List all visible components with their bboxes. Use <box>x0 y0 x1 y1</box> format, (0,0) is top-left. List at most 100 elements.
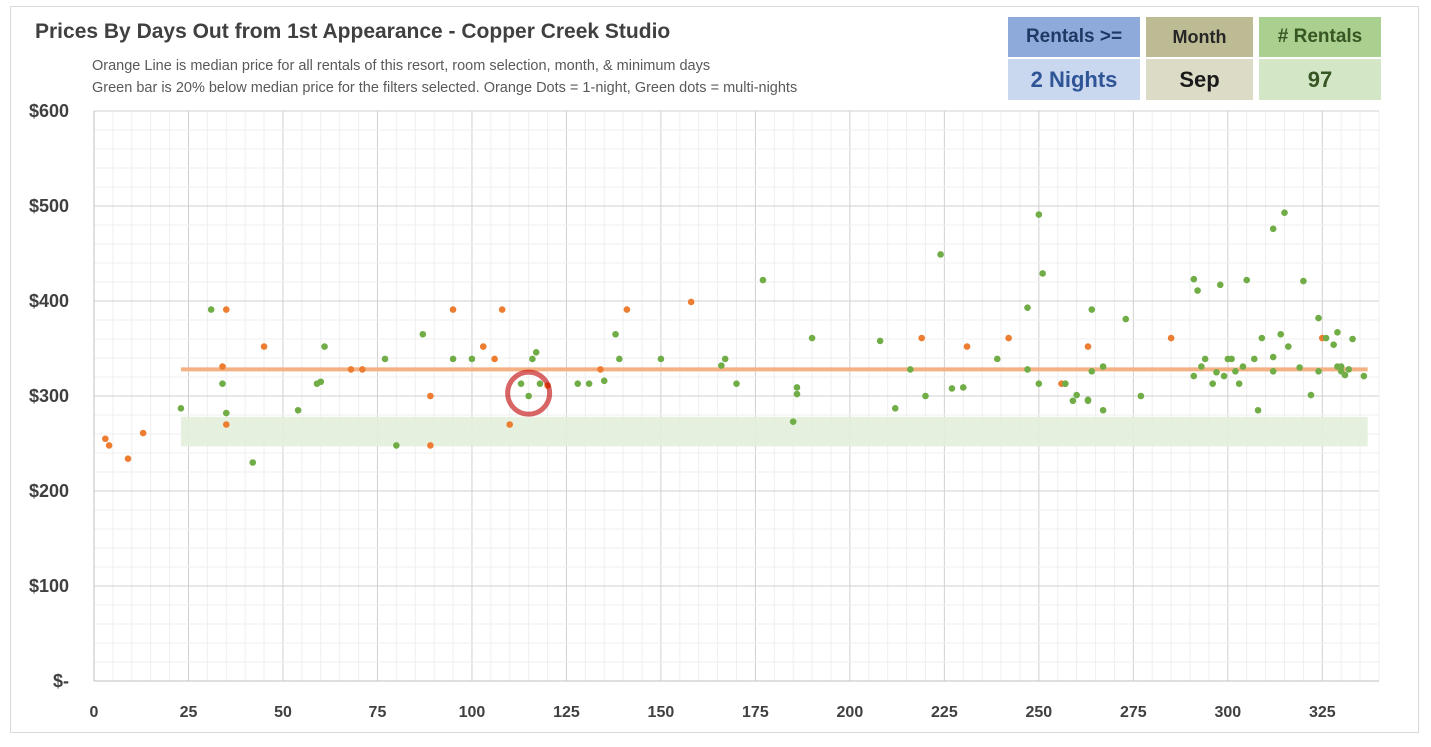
multi-night-point <box>1341 371 1349 379</box>
multi-night-point <box>1137 392 1145 400</box>
multi-night-point <box>1099 363 1107 370</box>
multi-night-point <box>808 334 816 342</box>
multi-night-point <box>1035 380 1043 387</box>
x-tick-label: 0 <box>90 704 99 721</box>
multi-night-point <box>222 409 230 417</box>
axes: $- $100 $200 $300 $400 $500 $600 0 25 50 75 100 125 1… <box>29 101 1379 721</box>
multi-night-point <box>993 355 1001 363</box>
multi-night-point <box>1035 211 1043 218</box>
month-filter-label: Month <box>1146 17 1253 57</box>
green-band <box>180 416 1368 447</box>
y-tick-label: $300 <box>29 386 69 406</box>
one-night-point <box>102 435 109 443</box>
multi-night-point <box>1213 368 1220 376</box>
x-tick-label: 250 <box>1026 704 1053 721</box>
one-night-point <box>427 442 434 449</box>
multi-night-point <box>1258 334 1266 342</box>
multi-night-point <box>1269 353 1277 361</box>
chart-title: Prices By Days Out from 1st Appearance -… <box>35 20 671 43</box>
rentals-filter-label: Rentals >= <box>1008 17 1140 57</box>
multi-night-point <box>1269 225 1277 233</box>
multi-night-point <box>381 355 389 363</box>
x-tick-label: 225 <box>931 704 958 721</box>
one-night-point <box>347 366 355 373</box>
multi-night-point <box>1307 391 1315 399</box>
month-filter-value[interactable]: Sep <box>1146 59 1253 100</box>
multi-night-point <box>249 459 257 466</box>
x-tick-label: 50 <box>274 704 292 721</box>
multi-night-point <box>393 442 400 449</box>
multi-night-point <box>1024 366 1031 373</box>
chart-subtitle-line-2: Green bar is 20% below median price for … <box>92 80 798 96</box>
multi-night-point <box>793 390 801 398</box>
multi-night-point <box>1315 314 1322 322</box>
x-tick-label: 125 <box>553 704 580 721</box>
multi-night-point <box>1088 306 1096 313</box>
data-points <box>102 209 1368 466</box>
multi-night-point <box>1337 363 1345 370</box>
multi-night-point <box>793 384 801 391</box>
multi-night-point <box>536 380 544 387</box>
multi-night-point <box>1062 380 1069 387</box>
multi-night-point <box>718 362 725 369</box>
multi-night-point <box>759 276 767 284</box>
multi-night-point <box>1254 406 1262 414</box>
x-tick-label: 275 <box>1120 704 1147 721</box>
one-night-point <box>427 392 434 400</box>
one-night-point <box>260 343 268 350</box>
y-tick-label: $200 <box>29 481 69 501</box>
multi-night-point <box>1190 372 1198 380</box>
multi-night-point <box>1216 281 1224 289</box>
multi-night-point <box>532 349 540 356</box>
one-night-point <box>687 298 695 306</box>
one-night-point <box>105 442 113 449</box>
chart-subtitle-line-1: Orange Line is median price for all rent… <box>92 58 711 74</box>
multi-night-point <box>612 330 619 338</box>
one-night-point <box>219 363 226 370</box>
multi-night-point <box>1315 368 1322 375</box>
x-tick-label: 200 <box>837 704 864 721</box>
one-night-point <box>498 306 506 313</box>
multi-night-point <box>1284 343 1292 350</box>
multi-night-point <box>1250 355 1258 363</box>
y-tick-label: $400 <box>29 291 69 311</box>
multi-night-point <box>574 380 582 387</box>
y-tick-label: $500 <box>29 196 69 216</box>
multi-night-point <box>1345 366 1353 373</box>
one-night-point <box>222 421 230 428</box>
multi-night-point <box>1360 372 1368 380</box>
multi-night-point <box>207 306 215 313</box>
multi-night-point <box>937 251 944 258</box>
multi-night-point <box>1296 364 1303 371</box>
one-night-point <box>1167 334 1175 342</box>
multi-night-point <box>525 392 532 400</box>
multi-night-point <box>1194 287 1201 294</box>
multi-night-point <box>733 380 740 387</box>
rentals-filter-value[interactable]: 2 Nights <box>1008 59 1140 100</box>
multi-night-point <box>1300 277 1307 285</box>
multi-night-point <box>1228 355 1235 363</box>
y-tick-label: $100 <box>29 576 69 596</box>
y-tick-label: $- <box>53 671 69 691</box>
multi-night-point <box>529 355 536 363</box>
one-night-point <box>479 343 487 350</box>
x-tick-label: 75 <box>369 704 387 721</box>
grid-lines <box>93 110 1380 682</box>
multi-night-point <box>1069 397 1077 405</box>
one-night-point <box>597 366 604 373</box>
multi-night-point <box>789 418 797 425</box>
multi-night-point <box>891 405 899 412</box>
green-band-layer <box>180 416 1368 447</box>
multi-night-point <box>657 355 665 363</box>
multi-night-point <box>1235 380 1243 387</box>
one-night-point <box>124 455 132 463</box>
multi-night-point <box>1122 315 1130 323</box>
one-night-point <box>359 366 366 373</box>
x-tick-label: 300 <box>1214 704 1241 721</box>
multi-night-point <box>1232 368 1239 375</box>
x-tick-label: 100 <box>459 704 486 721</box>
one-night-point <box>918 334 925 342</box>
one-night-point <box>963 343 971 350</box>
multi-night-point <box>321 343 328 350</box>
